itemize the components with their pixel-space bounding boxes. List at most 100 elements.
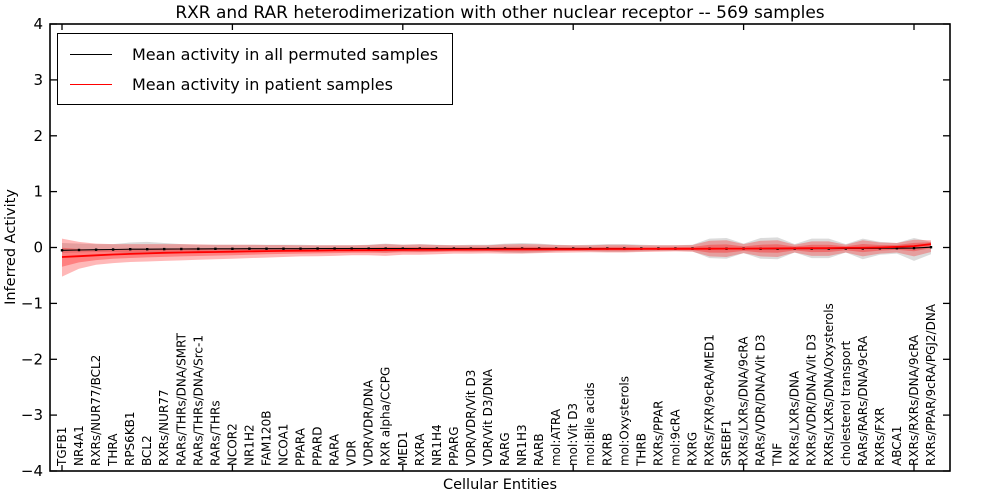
legend-item-permuted: Mean activity in all permuted samples [70, 41, 438, 67]
permuted-mean-marker [111, 248, 115, 251]
y-tick-label: −3 [21, 406, 43, 424]
x-tick-label: VDR/Vit D3/DNA [481, 368, 495, 466]
permuted-mean-marker [248, 247, 251, 250]
x-tick-label: PPARG [447, 426, 461, 466]
x-tick-label: RARs/THRs [208, 400, 222, 466]
x-tick-label: RPS6KB1 [123, 411, 137, 466]
x-tick-label: RXR alpha/CCPG [379, 367, 393, 466]
permuted-mean-marker [929, 246, 933, 249]
x-tick-label: BCL2 [140, 435, 154, 466]
permuted-mean-marker [435, 247, 439, 250]
x-category-labels: TGFB1 NR4A1 RXRs/NUR77/BCL2 THRA RPS6KB1 BCL2… [55, 303, 938, 467]
x-tick-label: RARA [328, 433, 342, 466]
x-tick-label: cholesterol transport [839, 340, 853, 466]
legend-patient-line-swatch [70, 83, 112, 85]
x-tick-label: RXRs/FXR/9cRA/MED1 [703, 334, 717, 466]
x-tick-label: mol:Vit D3 [566, 403, 580, 466]
x-tick-label: RXRs/LXRs/DNA/9cRA [737, 336, 751, 466]
x-tick-label: RARG [498, 432, 512, 466]
permuted-mean-marker [265, 247, 268, 250]
patient-mean-line [61, 243, 932, 258]
x-tick-label: RXRs/FXR [873, 407, 887, 466]
legend-patient-label: Mean activity in patient samples [132, 74, 393, 94]
permuted-mean-marker [367, 247, 370, 250]
x-tick-label: RXRs/LXRs/DNA/Oxysterols [822, 303, 836, 466]
permuted-mean-marker [77, 248, 81, 252]
permuted-mean-marker [146, 248, 149, 251]
permuted-mean-marker [282, 247, 285, 250]
y-axis-label: Inferred Activity [3, 189, 19, 305]
x-tick-label: RXRs/RXRs/DNA/9cRA [907, 334, 921, 466]
legend: Mean activity in all permuted samples Me… [57, 33, 454, 105]
permuted-mean-marker [401, 247, 404, 250]
x-tick-label: RXRs/VDR/DNA/Vit D3 [805, 334, 819, 466]
x-tick-label: RXRs/NUR77/BCL2 [89, 355, 103, 466]
x-tick-label: NR1H2 [242, 424, 256, 466]
x-tick-label: mol:ATRA [549, 408, 563, 466]
y-tick-label: −1 [21, 294, 43, 312]
x-tick-label: NCOR2 [225, 423, 239, 466]
x-tick-label: RXRs/NUR77 [157, 389, 171, 466]
x-tick-label: THRA [106, 433, 120, 467]
permuted-mean-marker [350, 247, 353, 250]
x-tick-label: VDR [345, 440, 359, 466]
x-tick-label: mol:Oxysterols [617, 376, 631, 466]
x-tick-label: RXRs/PPAR [651, 401, 665, 466]
x-tick-label: RARs/THRs/DNA/Src-1 [191, 335, 205, 466]
permuted-mean-marker [299, 247, 302, 250]
permuted-mean-marker [129, 248, 132, 251]
permuted-mean-marker [452, 247, 456, 250]
permuted-mean-marker [316, 247, 319, 250]
permuted-mean-marker [214, 247, 217, 250]
x-tick-label: RXRs/LXRs/DNA [788, 370, 802, 466]
x-tick-label: mol:Bile acids [583, 382, 597, 466]
y-tick-label: −4 [21, 462, 43, 480]
permuted-mean-marker [912, 246, 916, 250]
x-tick-label: PPARD [311, 427, 325, 467]
x-tick-label: RARs/RARs/DNA/9cRA [856, 335, 870, 466]
x-tick-label: RXRA [413, 433, 427, 466]
permuted-mean-marker [895, 247, 899, 250]
x-tick-label: THRB [634, 433, 648, 467]
y-tick-label: 2 [33, 127, 43, 145]
axis-ticks [50, 23, 950, 472]
x-tick-label: RARs/VDR/DNA/Vit D3 [754, 334, 768, 466]
permuted-mean-marker [197, 247, 200, 251]
legend-item-patient: Mean activity in patient samples [70, 71, 438, 97]
permuted-mean-marker [94, 248, 98, 251]
x-tick-label: MED1 [396, 431, 410, 466]
permuted-mean-marker [60, 249, 64, 252]
x-tick-label: NR1H3 [515, 424, 529, 466]
x-tick-label: RARB [532, 433, 546, 466]
permuted-mean-marker [180, 247, 183, 251]
y-tick-label: −2 [21, 350, 43, 368]
y-tick-label: 4 [33, 15, 43, 33]
y-tick-labels: 4 3 2 1 0 −1 −2 −3 −4 [21, 15, 43, 480]
permuted-mean-marker [486, 247, 490, 250]
x-tick-label: RXRs/PPAR/9cRA/PGJ2/DNA [924, 303, 938, 466]
x-axis-label: Cellular Entities [442, 477, 558, 493]
x-tick-label: FAM120B [260, 411, 274, 467]
x-tick-label: mol:9cRA [668, 409, 682, 466]
x-tick-label: RXRB [600, 433, 614, 466]
legend-permuted-label: Mean activity in all permuted samples [132, 44, 439, 64]
x-tick-label: TGFB1 [55, 427, 69, 467]
x-tick-label: NR1H4 [430, 424, 444, 466]
permuted-mean-marker [163, 247, 166, 251]
permuted-mean-marker [333, 247, 336, 250]
x-tick-label: VDR/VDR/DNA [362, 379, 376, 466]
x-tick-label: NR4A1 [72, 425, 86, 466]
y-tick-label: 1 [33, 183, 43, 201]
y-tick-label: 3 [33, 71, 43, 89]
x-tick-label: TNF [771, 443, 785, 467]
permuted-mean-marker [231, 247, 234, 250]
permuted-mean-marker [418, 247, 421, 250]
x-tick-label: ABCA1 [890, 426, 904, 466]
x-tick-label: PPARA [294, 427, 308, 466]
x-tick-label: NCOA1 [277, 424, 291, 466]
legend-permuted-line-swatch [70, 53, 112, 55]
permuted-mean-marker [384, 247, 387, 250]
x-tick-label: VDR/VDR/Vit D3 [464, 370, 478, 466]
